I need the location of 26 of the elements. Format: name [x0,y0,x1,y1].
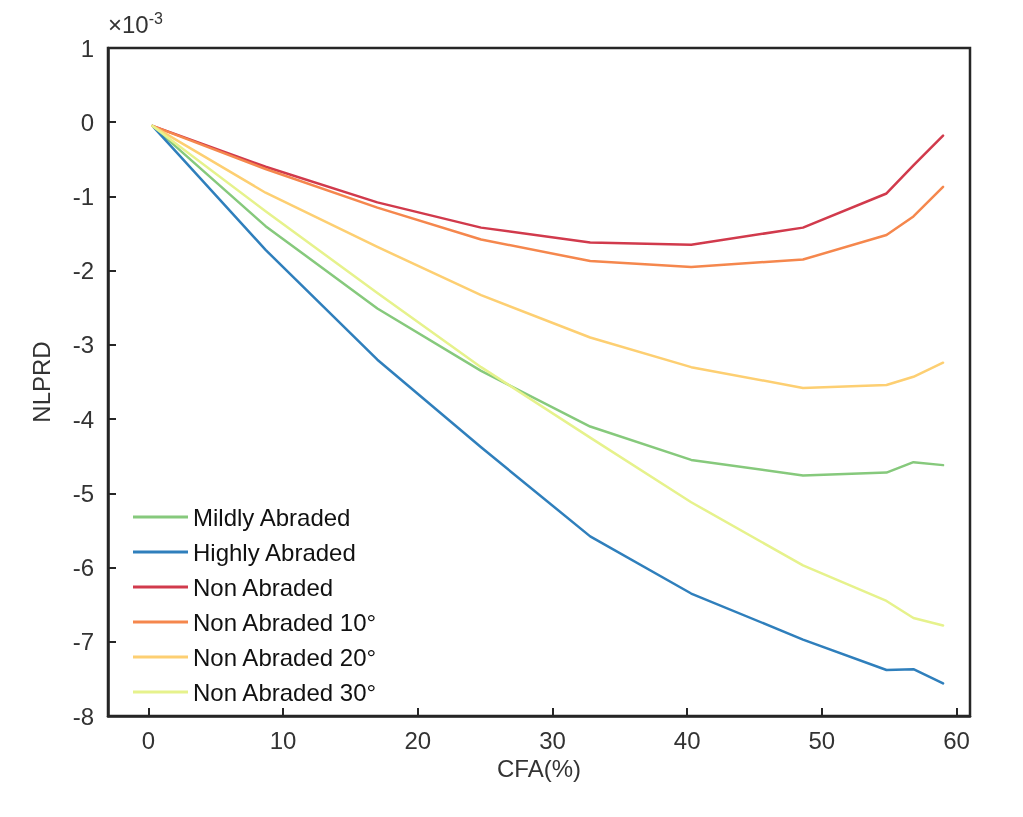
legend-label: Mildly Abraded [193,503,351,531]
y-tick-label: -3 [72,331,94,359]
y-tick-label: -5 [72,479,94,507]
y-tick-label: -6 [72,554,94,582]
y-tick-label: -4 [72,405,94,433]
legend-label: Non Abraded [193,573,334,601]
legend-label: Non Abraded 30° [193,678,377,706]
x-tick-label: 0 [141,726,156,754]
x-tick-label: 60 [943,726,970,754]
y-tick-label: 0 [80,108,94,136]
x-tick-label: 10 [269,726,297,754]
x-tick-label: 20 [404,726,432,754]
y-tick-label: -7 [72,628,94,656]
legend-label: Highly Abraded [193,538,356,566]
y-tick-label: 1 [80,34,94,62]
legend-label: Non Abraded 10° [193,608,377,636]
y-tick-label: -8 [72,702,94,730]
legend-label: Non Abraded 20° [193,643,377,671]
y-tick-label: -2 [72,257,94,285]
y-tick-label: -1 [72,182,94,210]
x-tick-label: 50 [808,726,836,754]
x-tick-label: 40 [673,726,701,754]
y-axis-title: NLPRD [27,341,55,423]
x-axis-title: CFA(%) [497,755,581,783]
line-series [151,124,945,269]
x-tick-label: 30 [539,726,566,754]
